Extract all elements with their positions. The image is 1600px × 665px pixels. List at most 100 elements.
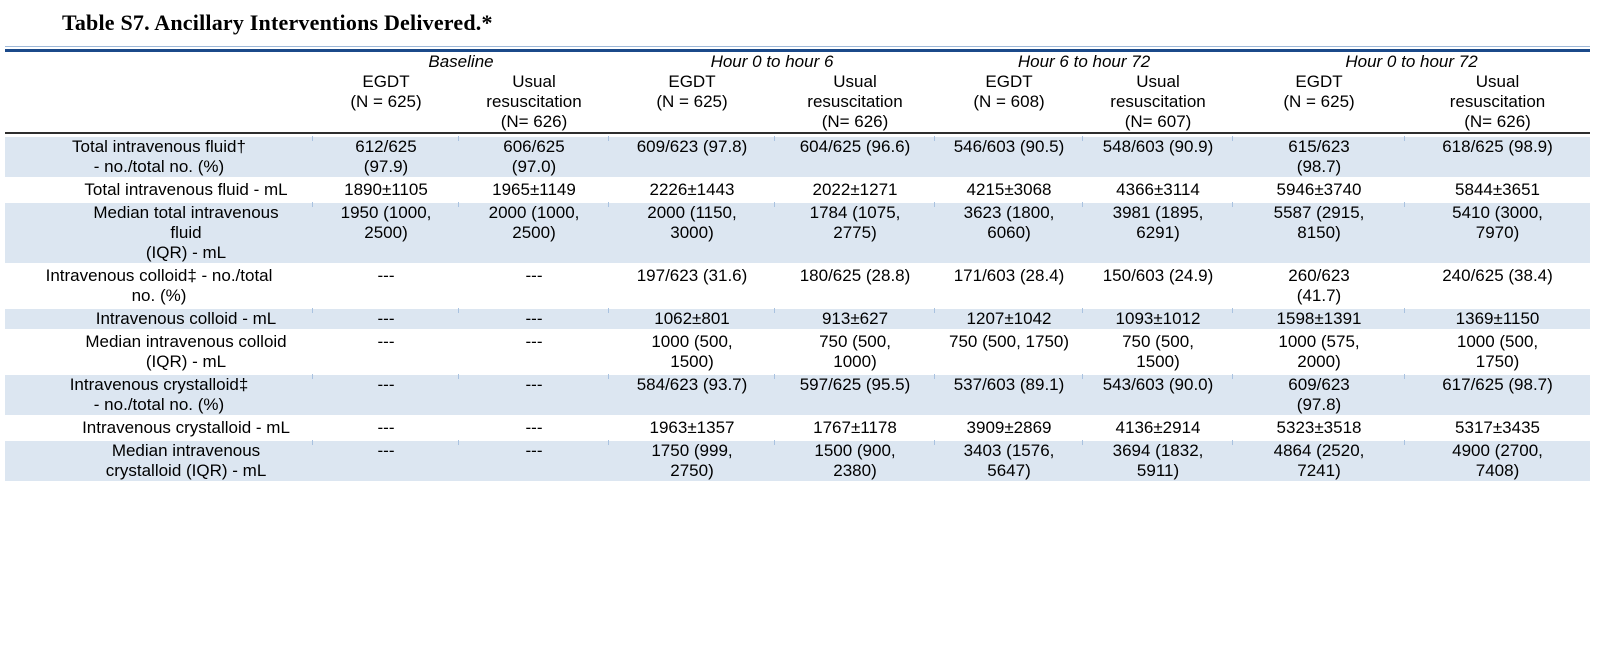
table-cell: 260/623 (41.7) [1233,263,1406,306]
table-cell: 3694 (1832, 5911) [1082,438,1234,481]
table-row: Total intravenous fluid† - no./total no.… [5,134,1591,177]
table-cell: 4366±3114 [1083,177,1234,200]
table-cell: 1000 (500, 1750) [1405,329,1591,372]
table-row: Intravenous colloid - mL --- --- 1062±801 91… [5,306,1591,329]
table-row: Intravenous crystalloid - mL --- --- 1963±1… [5,415,1591,438]
table-cell: 537/603 (89.1) [934,372,1084,415]
table-cell: 597/625 (95.5) [773,372,936,415]
column-header: Usual resuscitation (N= 626) [1405,72,1591,134]
table-cell: 4136±2914 [1083,415,1234,438]
table-cell: 604/625 (96.6) [773,134,936,177]
table-cell: 1500 (900, 2380) [773,438,936,481]
table-cell: 1963±1357 [609,415,775,438]
table-cell: 913±627 [773,306,936,329]
table-cell: 1598±1391 [1232,306,1406,329]
table-cell: 3981 (1895, 6291) [1082,200,1234,263]
table-cell: 3623 (1800, 6060) [934,200,1084,263]
top-rule-divider [5,46,1590,52]
table-title: Table S7. Ancillary Interventions Delive… [62,10,493,35]
table-row: Total intravenous fluid - mL 1890±1105 196… [5,177,1591,200]
table-cell: --- [459,415,609,438]
table-cell: 548/603 (90.9) [1082,134,1234,177]
table-cell: 4864 (2520, 7241) [1232,438,1406,481]
table-cell: --- [459,329,609,372]
table-cell: --- [312,372,459,415]
table-row: Median intravenous colloid (IQR) - mL ---… [5,329,1591,372]
table-cell: 617/625 (98.7) [1404,372,1591,415]
table-cell: 1784 (1075, 2775) [773,200,936,263]
table-cell: 1965±1149 [459,177,609,200]
table-cell: 618/625 (98.9) [1404,134,1591,177]
table-cell: 750 (500, 1500) [1083,329,1234,372]
table-cell: 1950 (1000, 2500) [312,200,459,263]
column-group-header: Hour 0 to hour 6 [710,52,834,71]
table-cell: 1750 (999, 2750) [608,438,775,481]
table-cell: 5587 (2915, 8150) [1232,200,1406,263]
table-cell: --- [313,263,459,306]
table-cell: 197/623 (31.6) [609,263,775,306]
table-cell: 3909±2869 [935,415,1084,438]
ancillary-interventions-table: Baseline Hour 0 to hour 6 Hour 6 to hour 7… [5,52,1591,481]
row-label: Median total intravenous fluid (IQR) - m… [5,200,313,263]
table-cell: --- [458,438,609,481]
table-cell: 4900 (2700, 7408) [1404,438,1591,481]
table-cell: --- [313,329,459,372]
table-cell: 5317±3435 [1405,415,1591,438]
table-cell: 546/603 (90.5) [934,134,1084,177]
table-cell: 3403 (1576, 5647) [934,438,1084,481]
row-label: Intravenous colloid - mL [5,306,313,329]
table-cell: 584/623 (93.7) [608,372,775,415]
table-header: Baseline Hour 0 to hour 6 Hour 6 to hour 7… [5,52,1591,134]
row-label: Intravenous crystalloid - mL [5,415,313,438]
table-cell: 171/603 (28.4) [935,263,1084,306]
table-cell: 5323±3518 [1233,415,1406,438]
column-header: EGDT (N = 625) [313,72,459,134]
column-header: EGDT (N = 625) [1233,72,1406,134]
table-body: Total intravenous fluid† - no./total no.… [5,134,1591,481]
table-cell: --- [458,372,609,415]
table-cell: 606/625 (97.0) [458,134,609,177]
table-row: Intravenous colloid‡ - no./total no. (%)… [5,263,1591,306]
table-cell: --- [459,263,609,306]
row-label: Total intravenous fluid† - no./total no.… [5,134,313,177]
table-cell: --- [458,306,609,329]
table-cell: 543/603 (90.0) [1082,372,1234,415]
column-header: Usual resuscitation (N= 626) [775,72,936,134]
table-row: Median total intravenous fluid (IQR) - m… [5,200,1591,263]
table-cell: 1000 (500, 1500) [609,329,775,372]
table-cell: 240/625 (38.4) [1405,263,1591,306]
table-cell: 1369±1150 [1404,306,1591,329]
table-cell: 1000 (575, 2000) [1233,329,1406,372]
column-group-header: Baseline [428,52,494,71]
table-cell: 1093±1012 [1082,306,1234,329]
table-cell: 1062±801 [608,306,775,329]
corner-cell [5,72,313,134]
table-cell: 612/625 (97.9) [312,134,459,177]
table-cell: 180/625 (28.8) [775,263,936,306]
table-cell: 750 (500, 1750) [935,329,1084,372]
row-label: Total intravenous fluid - mL [5,177,313,200]
table-cell: 1767±1178 [775,415,936,438]
table-cell: 2000 (1000, 2500) [458,200,609,263]
row-label: Intravenous colloid‡ - no./total no. (%) [5,263,313,306]
table-row: Intravenous crystalloid‡ - no./total no.… [5,372,1591,415]
column-header: EGDT (N = 625) [609,72,775,134]
table-cell: 1207±1042 [934,306,1084,329]
column-group-header: Hour 6 to hour 72 [1017,52,1151,71]
table-cell: --- [312,438,459,481]
column-header-row: EGDT (N = 625) Usual resuscitation (N= 62… [5,72,1591,134]
table-row: Median intravenous crystalloid (IQR) - m… [5,438,1591,481]
table-cell: 5410 (3000, 7970) [1404,200,1591,263]
table-cell: 609/623 (97.8) [1232,372,1406,415]
column-header: Usual resuscitation (N= 607) [1083,72,1234,134]
table-cell: 5946±3740 [1233,177,1406,200]
table-cell: --- [313,415,459,438]
table-cell: 2000 (1150, 3000) [608,200,775,263]
column-group-header: Hour 0 to hour 72 [1345,52,1478,71]
table-cell: 4215±3068 [935,177,1084,200]
corner-cell [5,52,313,72]
table-cell: 150/603 (24.9) [1083,263,1234,306]
row-label: Median intravenous crystalloid (IQR) - m… [5,438,313,481]
table-cell: 1890±1105 [313,177,459,200]
